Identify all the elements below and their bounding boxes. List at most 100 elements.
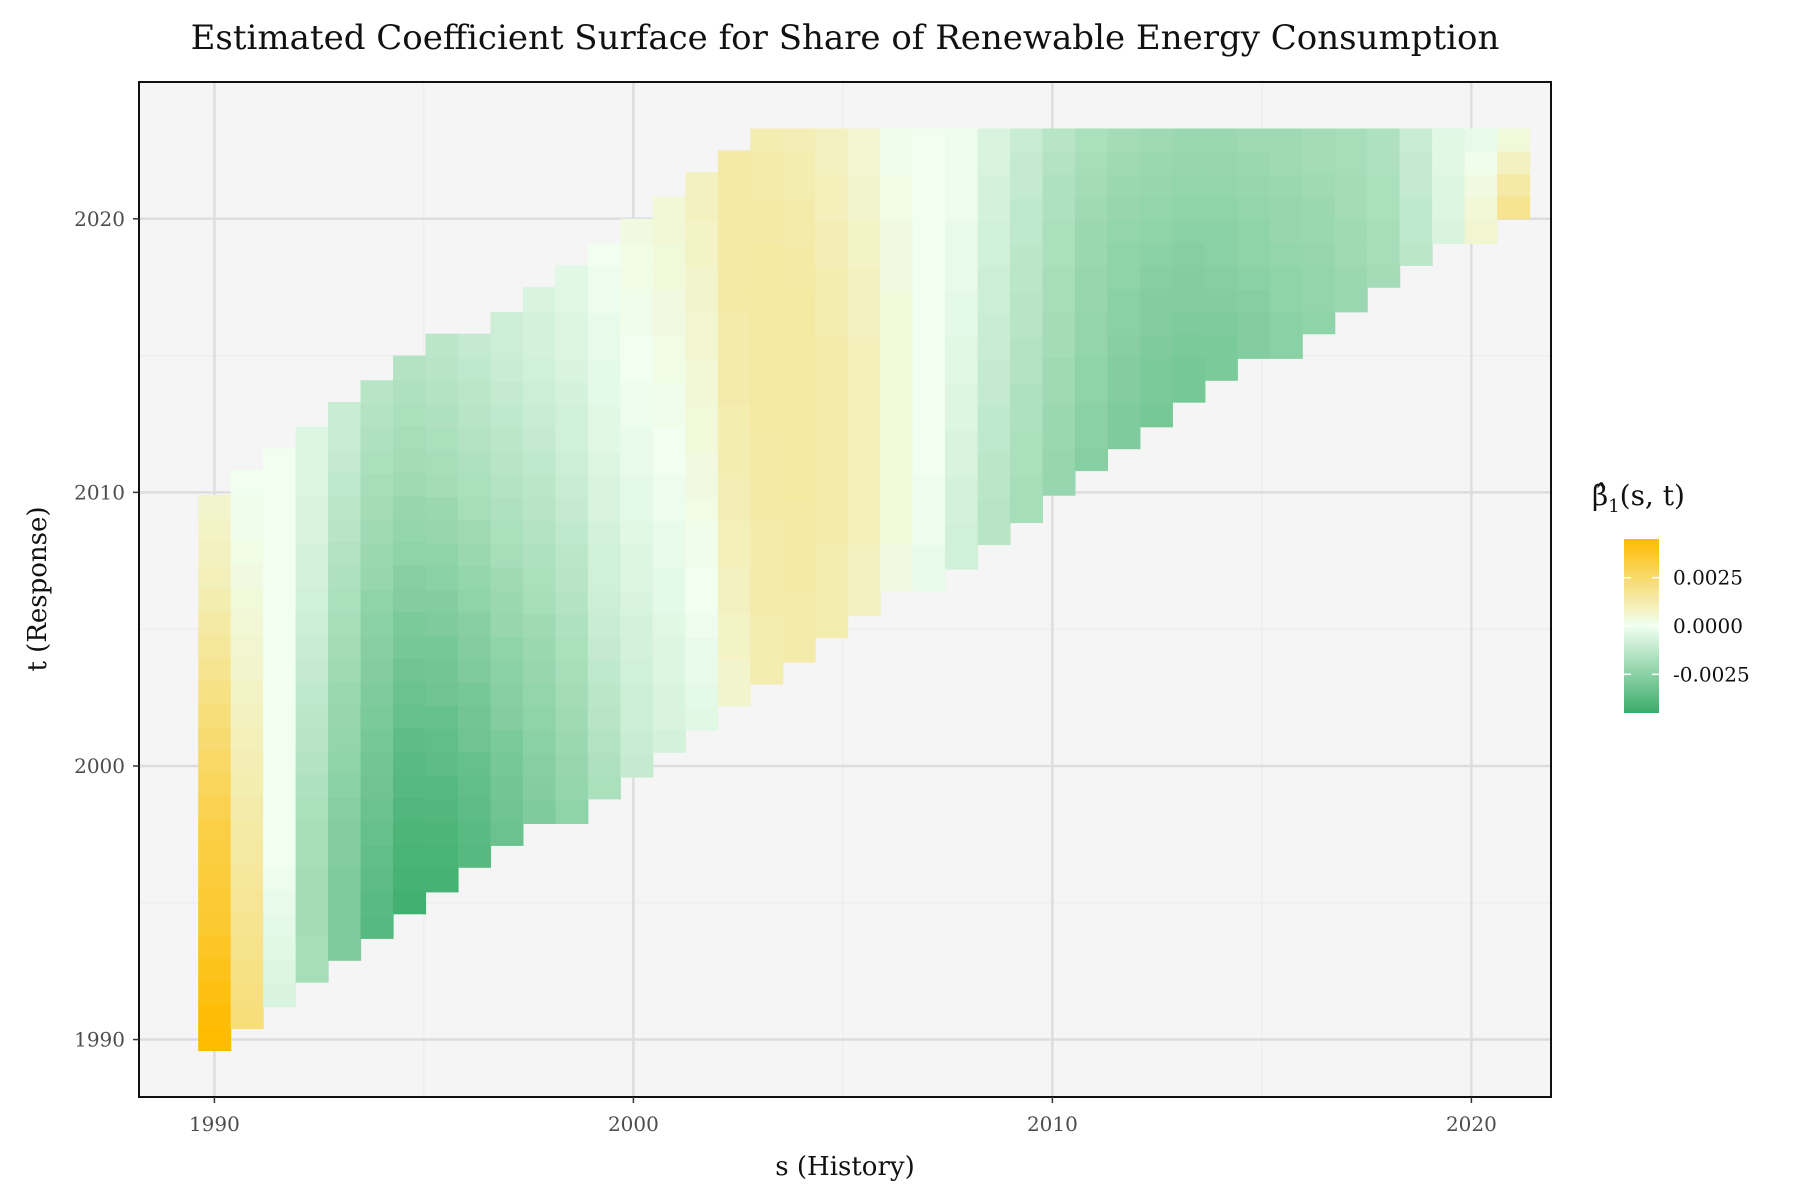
heatmap-cell [490,636,524,661]
heatmap-cell [522,683,556,708]
heatmap-cell [295,750,329,775]
heatmap-cell [750,128,784,153]
heatmap-cell [750,151,784,176]
heatmap-cell [1302,174,1336,198]
heatmap-cell [1009,221,1044,245]
heatmap-cell [393,681,427,705]
heatmap-cell [522,357,556,382]
heatmap-cell [815,221,849,245]
heatmap-cell [977,428,1011,453]
heatmap-cell [328,425,362,450]
heatmap-cell [782,569,816,594]
heatmap-cell [1432,174,1466,199]
heatmap-cell [1367,219,1401,243]
heatmap-cell [1042,472,1076,496]
heatmap-cell [1107,288,1141,313]
heatmap-cell [717,636,751,661]
heatmap-cell [457,356,492,381]
heatmap-cell [198,842,232,866]
heatmap-cell [1107,357,1141,381]
heatmap-cell [425,752,459,777]
heatmap-cell [1009,476,1044,500]
heatmap-cell [652,590,686,615]
heatmap-cell [425,496,459,521]
heatmap-cell [490,520,524,545]
heatmap-cell [1074,174,1108,198]
heatmap-cell [360,775,394,800]
heatmap-cell [620,288,654,313]
heatmap-cell [1074,151,1108,175]
heatmap-cell [490,404,524,429]
heatmap-cell [1139,312,1173,336]
heatmap-cell [750,244,784,268]
heatmap-cell [685,288,719,313]
heatmap-cell [652,405,686,429]
heatmap-cell [912,128,946,153]
heatmap-cell [782,151,816,176]
heatmap-cell [620,358,654,383]
heatmap-cell [522,566,556,591]
heatmap-cell [847,569,881,593]
heatmap-cell [620,218,654,243]
heatmap-cell [198,957,232,982]
heatmap-cell [880,382,914,407]
heatmap-cell [198,495,232,519]
heatmap-cell [1009,290,1044,315]
heatmap-cell [1042,265,1076,290]
heatmap-cell [717,682,751,707]
heatmap-cell [847,360,881,385]
heatmap-cell [847,267,881,292]
heatmap-cell [360,542,394,567]
heatmap-cell [393,797,427,822]
legend-title-symbol: β̂ [1592,479,1608,512]
heatmap-cell [490,497,524,522]
heatmap-cell [425,705,459,730]
heatmap-cell [977,290,1011,314]
heatmap-cell [230,819,264,844]
heatmap-cell [1399,151,1433,175]
heatmap-cell [620,590,654,615]
heatmap-cell [198,610,232,635]
heatmap-cell [750,637,784,662]
heatmap-cell [685,172,719,197]
heatmap-cell [945,290,979,315]
heatmap-cell [620,404,654,429]
heatmap-cell [912,174,946,199]
heatmap-cell [620,381,654,406]
heatmap-cell [1269,128,1303,153]
heatmap-cell [1237,335,1271,359]
heatmap-cell [620,567,654,592]
heatmap-cell [1172,333,1206,358]
heatmap-cell [782,592,816,617]
heatmap-cell [945,313,979,338]
heatmap-cell [1074,379,1108,403]
heatmap-cell [263,983,297,1008]
heatmap-cell [717,242,751,267]
heatmap-cell [880,128,914,153]
heatmap-cell [425,682,459,707]
heatmap-cell [1367,128,1401,152]
heatmap-cell [880,475,914,499]
heatmap-cell [652,497,686,522]
heatmap-cell [490,566,524,591]
heatmap-cell [1172,310,1206,335]
heatmap-cell [457,635,492,660]
heatmap-cell [685,614,719,638]
heatmap-cell [652,613,686,638]
heatmap-cell [945,244,979,269]
heatmap-cell [1399,242,1433,266]
heatmap-cell [230,842,264,867]
heatmap-cell [425,612,459,637]
heatmap-cell [360,659,394,684]
heatmap-cell [685,311,719,336]
heatmap-cell [977,313,1011,338]
heatmap-cell [977,475,1011,499]
heatmap-cell [490,798,524,823]
heatmap-cell [717,566,751,591]
heatmap-cell [425,403,459,428]
heatmap-cell [847,545,881,570]
heatmap-cell [847,221,881,246]
heatmap-cell [360,915,394,939]
heatmap-cell [1237,151,1271,176]
heatmap-cell [750,568,784,592]
